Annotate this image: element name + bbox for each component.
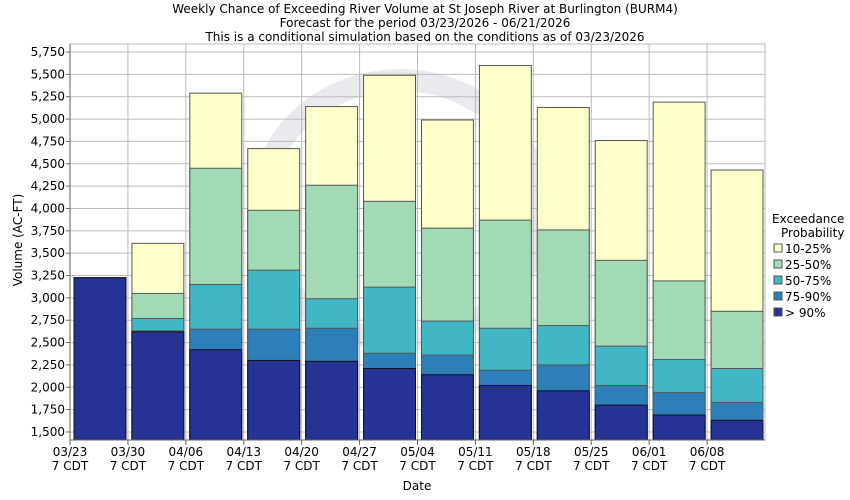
x-tick-label: 04/06 [169, 445, 204, 459]
legend-label: 75-90% [785, 290, 831, 304]
y-tick-label: 2,250 [31, 358, 65, 372]
y-tick-label: 2,750 [31, 313, 65, 327]
x-tick-sublabel: 7 CDT [515, 459, 552, 473]
y-tick-label: 4,500 [31, 157, 65, 171]
y-tick-label: 1,500 [31, 425, 65, 439]
x-tick-label: 06/01 [632, 445, 667, 459]
y-tick-label: 2,500 [31, 336, 65, 350]
legend-swatch [773, 291, 783, 301]
legend-title: Exceedance [772, 212, 844, 226]
legend-label: > 90% [785, 306, 826, 320]
x-tick-label: 05/04 [400, 445, 435, 459]
x-tick-sublabel: 7 CDT [341, 459, 378, 473]
y-tick-label: 4,000 [31, 201, 65, 215]
x-tick-label: 03/23 [53, 445, 88, 459]
y-tick-label: 3,000 [31, 291, 65, 305]
y-tick-label: 3,500 [31, 246, 65, 260]
x-tick-sublabel: 7 CDT [689, 459, 726, 473]
y-tick-label: 3,750 [31, 224, 65, 238]
y-tick-label: 1,750 [31, 403, 65, 417]
x-tick-label: 03/30 [111, 445, 146, 459]
x-tick-label: 05/11 [458, 445, 493, 459]
x-axis-label: Date [403, 479, 432, 493]
x-tick-sublabel: 7 CDT [283, 459, 320, 473]
y-tick-label: 5,250 [31, 90, 65, 104]
chart-title-line-3: This is a conditional simulation based o… [205, 30, 645, 44]
legend-swatch [773, 259, 783, 269]
bar-segment--90- [652, 414, 706, 441]
x-tick-sublabel: 7 CDT [52, 459, 89, 473]
bar-segment--90- [536, 390, 590, 441]
bar-segment--90- [363, 367, 417, 441]
x-tick-sublabel: 7 CDT [573, 459, 610, 473]
x-tick-sublabel: 7 CDT [631, 459, 668, 473]
y-tick-label: 4,750 [31, 134, 65, 148]
chart-title-line-1: Weekly Chance of Exceeding River Volume … [172, 2, 678, 16]
bar-segment--90- [247, 359, 301, 441]
bar-segment--90- [73, 277, 127, 441]
legend-swatch [773, 307, 783, 317]
x-tick-label: 06/08 [690, 445, 725, 459]
y-tick-label: 3,250 [31, 269, 65, 283]
legend-label: 10-25% [785, 242, 831, 256]
y-tick-label: 5,750 [31, 45, 65, 59]
bar-segment--90- [305, 360, 359, 441]
x-tick-label: 04/27 [342, 445, 377, 459]
x-tick-sublabel: 7 CDT [399, 459, 436, 473]
bar-segment--90- [131, 331, 185, 441]
bar-segment--90- [421, 374, 474, 441]
chart-title-line-2: Forecast for the period 03/23/2026 - 06/… [279, 16, 571, 30]
x-tick-sublabel: 7 CDT [457, 459, 494, 473]
y-tick-label: 2,000 [31, 380, 65, 394]
bar-segment--90- [189, 349, 243, 441]
x-tick-label: 04/13 [226, 445, 261, 459]
y-tick-label: 4,250 [31, 179, 65, 193]
x-tick-sublabel: 7 CDT [110, 459, 147, 473]
bar-segment--90- [478, 384, 532, 441]
x-tick-label: 04/20 [284, 445, 319, 459]
legend-swatch [773, 275, 783, 285]
legend-label: 50-75% [785, 274, 831, 288]
x-tick-sublabel: 7 CDT [168, 459, 205, 473]
legend-label: 25-50% [785, 258, 831, 272]
y-axis-label: Volume (AC-FT) [11, 194, 25, 287]
legend-swatch [773, 243, 783, 253]
legend-title: Probability [781, 226, 844, 240]
x-tick-label: 05/25 [574, 445, 609, 459]
y-tick-label: 5,000 [31, 112, 65, 126]
x-tick-sublabel: 7 CDT [226, 459, 263, 473]
bar-segment--90- [594, 404, 648, 441]
y-tick-label: 5,500 [31, 67, 65, 81]
bar-segment--90- [710, 419, 764, 441]
x-tick-label: 05/18 [516, 445, 551, 459]
